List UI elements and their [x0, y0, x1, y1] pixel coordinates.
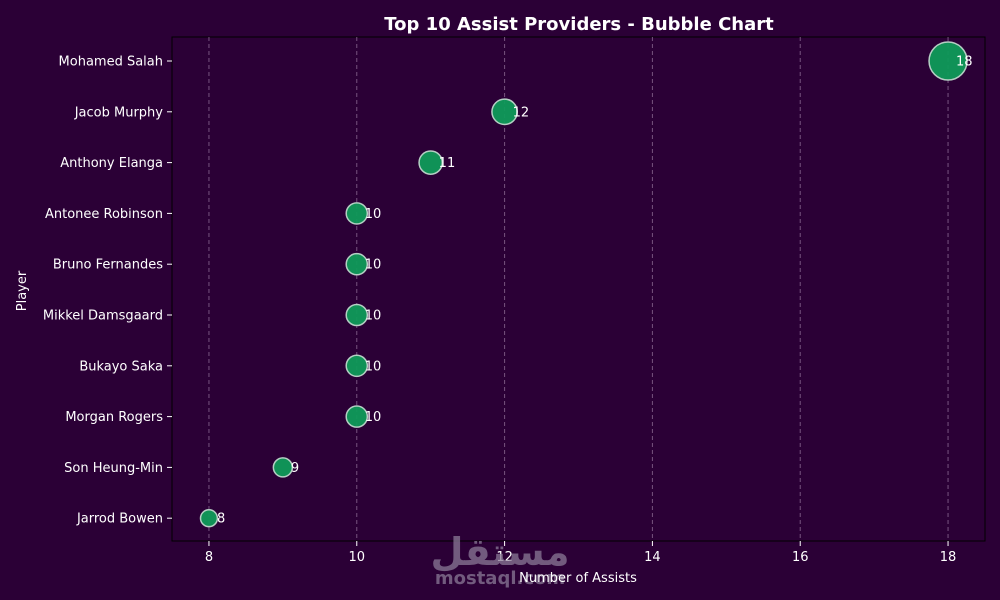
chart-title: Top 10 Assist Providers - Bubble Chart [384, 14, 774, 35]
bubble-point [272, 457, 294, 478]
grid-lines [208, 37, 949, 541]
watermark: مستقل mostaql.com [431, 530, 570, 589]
bubble-data-label: 10 [365, 410, 382, 425]
bubble-data-label: 12 [513, 105, 530, 120]
bubble-point [928, 41, 968, 81]
bubble-data-label: 18 [956, 55, 973, 70]
x-tick-label: 8 [205, 550, 213, 565]
watermark-latin: mostaql.com [435, 568, 565, 589]
x-tick-label: 10 [348, 550, 365, 565]
bubble-point [345, 405, 369, 428]
x-tick-label: 12 [496, 550, 513, 565]
y-tick-label: Jacob Murphy [74, 105, 164, 120]
bubble-point [345, 354, 369, 378]
y-tick-label: Bukayo Saka [79, 359, 163, 374]
y-tick-label: Son Heung-Min [64, 461, 163, 476]
plot-area-frame [171, 36, 986, 542]
bubble-point [418, 150, 444, 175]
y-tick-label: Anthony Elanga [60, 156, 163, 171]
y-tick-label: Morgan Rogers [65, 410, 163, 425]
x-axis-label: Number of Assists [519, 571, 637, 586]
y-axis-label: Player [15, 270, 30, 311]
y-tick-label: Bruno Fernandes [53, 258, 163, 273]
bubbles: 18 12 11 10 10 10 10 10 9 8 [199, 41, 973, 528]
y-tick-label: Antonee Robinson [45, 207, 163, 222]
y-tick-label: Jarrod Bowen [76, 512, 163, 527]
bubble-point [491, 98, 519, 126]
bubble-point [345, 202, 369, 225]
bubble-data-label: 10 [365, 207, 382, 222]
bubble-data-label: 10 [365, 309, 382, 324]
bubble-data-label: 9 [291, 461, 299, 476]
watermark-arabic: مستقل [431, 530, 570, 574]
x-tick-label: 14 [644, 550, 661, 565]
bubble-data-label: 11 [439, 156, 456, 171]
bubble-point [345, 303, 369, 327]
y-tick-label: Mohamed Salah [59, 55, 163, 70]
axis-ticks: 8 10 12 14 16 18 Mohamed Salah Jacob Murphy Anth… [43, 55, 956, 566]
bubble-point [345, 252, 369, 276]
x-tick-label: 18 [940, 550, 957, 565]
bubble-data-label: 10 [365, 359, 382, 374]
x-tick-label: 16 [792, 550, 809, 565]
bubble-data-label: 10 [365, 258, 382, 273]
bubble-point [199, 509, 219, 528]
bubble-data-label: 8 [217, 512, 225, 527]
y-tick-label: Mikkel Damsgaard [43, 309, 163, 324]
